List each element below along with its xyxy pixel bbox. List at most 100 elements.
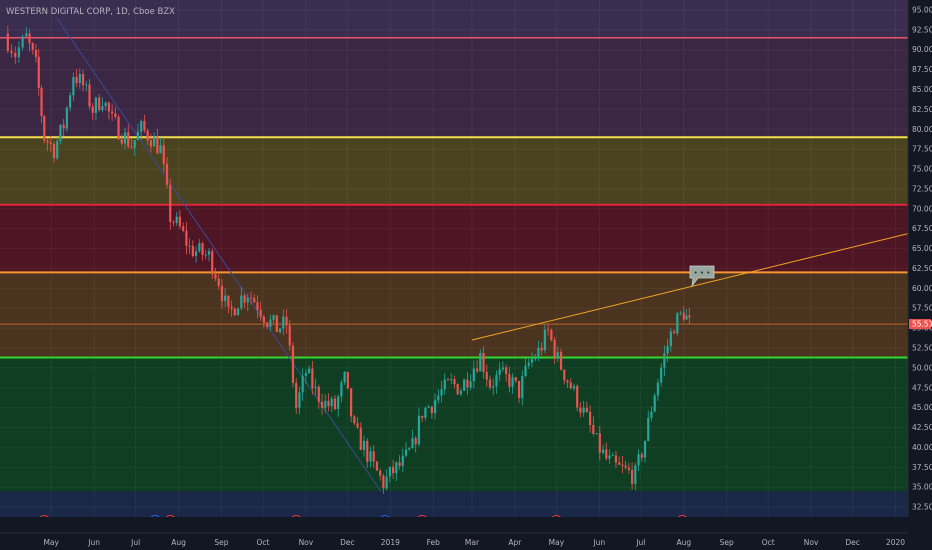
candle-body	[159, 145, 162, 154]
candle-body	[624, 465, 627, 468]
candle-body	[78, 74, 81, 84]
candle-body	[52, 143, 56, 159]
candle-body	[685, 315, 688, 320]
drawing-comment-icon[interactable]: • • •	[689, 265, 715, 288]
candle-body	[508, 374, 511, 387]
candle-body	[214, 274, 217, 279]
candle-body	[327, 400, 330, 407]
candle-body	[233, 308, 236, 316]
candle-body	[472, 368, 475, 382]
price-axis-bg	[908, 0, 932, 550]
candle-body	[511, 377, 514, 387]
candle-body	[485, 371, 488, 380]
zone-band-4	[0, 272, 908, 358]
candle-body	[140, 120, 143, 132]
candle-body	[537, 347, 540, 359]
candle-body	[162, 145, 165, 164]
candle-body	[469, 381, 472, 388]
candle-body	[404, 449, 408, 456]
candle-body	[104, 102, 107, 107]
candle-body	[350, 388, 353, 417]
candle-body	[540, 347, 543, 351]
candle-body	[269, 319, 272, 327]
zone-band-0	[0, 0, 908, 38]
x-tick-label: Apr	[508, 538, 522, 547]
zone-band-2	[0, 137, 908, 205]
y-tick-label: 67.50	[912, 224, 932, 233]
candle-body	[534, 358, 537, 360]
candle-body	[395, 462, 398, 474]
candle-body	[311, 368, 314, 389]
candle-body	[643, 440, 647, 458]
time-axis[interactable]: May Jun Jul Aug Sep Oct Nov Dec 2019 Feb Mar Apr May…	[0, 517, 932, 550]
candle-body	[133, 140, 136, 148]
candle-body	[246, 297, 249, 303]
candle-body	[10, 50, 13, 54]
y-tick-label: 32.50	[912, 503, 932, 512]
candle-body	[285, 316, 288, 326]
candle-body	[94, 97, 98, 113]
candle-body	[259, 309, 262, 317]
candle-body	[563, 369, 566, 381]
candle-body	[314, 386, 317, 389]
y-tick-label: 90.00	[912, 45, 932, 54]
zone-band-3	[0, 204, 908, 273]
y-tick-label: 70.00	[912, 204, 932, 213]
candle-body	[253, 297, 256, 303]
candle-body	[679, 312, 682, 314]
candle-body	[385, 476, 388, 489]
candle-body	[682, 312, 685, 320]
candle-body	[34, 49, 38, 57]
candle-body	[224, 295, 227, 302]
candle-body	[401, 455, 404, 466]
x-tick-label: Aug	[676, 538, 691, 547]
x-tick-label: Jun	[592, 538, 605, 547]
candle-body	[569, 382, 572, 389]
candle-body	[379, 470, 382, 476]
x-tick-label: Jun	[87, 538, 100, 547]
price-axis[interactable]: 95.00 92.50 90.00 87.50 85.00 82.50 80.00 77.50…	[907, 0, 932, 550]
candle-body	[191, 245, 194, 257]
candle-body	[421, 415, 424, 418]
candle-body	[630, 469, 634, 484]
trendline-downtrend	[56, 17, 382, 492]
candle-body	[249, 297, 253, 299]
candle-body	[605, 449, 608, 459]
candle-body	[488, 379, 492, 388]
candle-body	[149, 140, 152, 147]
candle-body	[75, 77, 78, 84]
x-tick-label: Oct	[762, 538, 775, 547]
candle-body	[414, 438, 417, 445]
candle-body	[430, 406, 433, 414]
candle-body	[295, 382, 298, 408]
candle-body	[353, 416, 356, 424]
trend-lines[interactable]	[56, 17, 932, 492]
x-tick-label: Oct	[257, 538, 270, 547]
y-tick-label: 52.50	[912, 343, 932, 352]
candle-body	[201, 243, 204, 255]
candle-body	[107, 102, 110, 112]
candle-body	[521, 375, 524, 399]
candle-body	[653, 395, 656, 412]
candle-body	[517, 380, 521, 399]
candle-body	[146, 130, 149, 141]
y-tick-label: 92.50	[912, 25, 932, 34]
candle-body	[340, 382, 343, 397]
candle-body	[446, 379, 450, 381]
candle-body	[130, 146, 133, 148]
candle-body	[165, 163, 169, 185]
x-tick-label: Jul	[635, 538, 645, 547]
y-tick-label: 65.00	[912, 244, 932, 253]
horizontal-levels[interactable]	[0, 37, 908, 359]
candle-body	[669, 331, 672, 347]
x-tick-label: Sep	[720, 538, 734, 547]
candle-body	[49, 142, 52, 144]
candle-body	[88, 84, 91, 107]
x-tick-label: Nov	[299, 538, 314, 547]
candle-body	[514, 377, 517, 381]
candle-body	[188, 245, 191, 247]
x-tick-label: Dec	[340, 538, 355, 547]
candle-body	[601, 449, 605, 453]
y-tick-label: 57.50	[912, 304, 932, 313]
